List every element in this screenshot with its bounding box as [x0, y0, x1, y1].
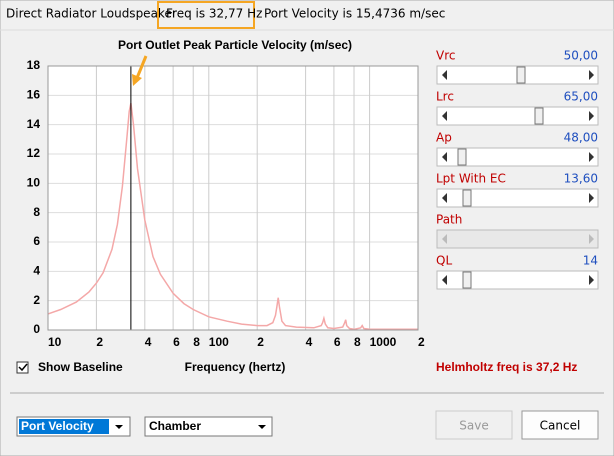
chart-title: Port Outlet Peak Particle Velocity (m/se… — [118, 38, 352, 52]
y-tick-label: 12 — [27, 146, 41, 160]
slider-track[interactable] — [436, 270, 599, 290]
dropdown-value: Chamber — [149, 419, 201, 433]
slider-arrow-right[interactable] — [589, 193, 594, 203]
save-label: Save — [459, 419, 488, 433]
slider-thumb[interactable] — [462, 189, 472, 207]
y-tick-label: 18 — [27, 58, 41, 72]
slider-value: 13,60 — [564, 172, 598, 186]
slider-arrow-right[interactable] — [589, 234, 594, 244]
slider-track[interactable] — [436, 229, 599, 249]
dropdown-arrow — [258, 425, 266, 429]
x-tick-label: 100 — [209, 335, 229, 349]
slider-thumb[interactable] — [516, 66, 526, 84]
y-tick-label: 8 — [33, 205, 40, 219]
dropdown-value: Port Velocity — [21, 419, 94, 433]
slider-arrow-left[interactable] — [442, 193, 447, 203]
check-mark — [18, 363, 28, 372]
slider-arrow-left[interactable] — [442, 70, 447, 80]
x-tick-label: 8 — [354, 335, 361, 349]
slider-label: Path — [436, 213, 462, 227]
dropdown-selection — [19, 419, 109, 434]
slider-thumb[interactable] — [457, 148, 467, 166]
arrow-head — [132, 74, 142, 86]
slider-arrow-left[interactable] — [442, 234, 447, 244]
y-tick-label: 0 — [33, 322, 40, 336]
plot-area — [47, 65, 419, 331]
slider-value: 65,00 — [564, 90, 598, 104]
slider-label: Vrc — [436, 49, 455, 63]
slider-track[interactable] — [436, 147, 599, 167]
slider-arrow-right[interactable] — [589, 70, 594, 80]
slider-arrow-right[interactable] — [589, 275, 594, 285]
slider-arrow-left[interactable] — [442, 275, 447, 285]
slider-track[interactable] — [436, 106, 599, 126]
slider-arrow-right[interactable] — [589, 111, 594, 121]
y-tick-label: 6 — [33, 234, 40, 248]
x-tick-label: 2 — [257, 335, 264, 349]
arrow — [135, 55, 148, 79]
slider-thumb[interactable] — [462, 271, 472, 289]
slider-arrow-left[interactable] — [442, 152, 447, 162]
dropdown-arrow — [115, 425, 123, 429]
slider-value: 14 — [583, 254, 598, 268]
slider-value: 50,00 — [564, 49, 598, 63]
slider-arrow-right[interactable] — [589, 152, 594, 162]
plot-frame — [47, 65, 419, 331]
x-tick-label: 1000 — [370, 335, 397, 349]
helmholtz-text: Helmholtz freq is 37,2 Hz — [436, 360, 577, 374]
slider-label: Ap — [436, 131, 452, 145]
slider-label: Lrc — [436, 90, 454, 104]
y-tick-label: 14 — [27, 117, 41, 131]
highlight-box — [157, 1, 255, 29]
slider-arrow-left[interactable] — [442, 111, 447, 121]
checkbox[interactable] — [16, 361, 29, 374]
slider-value: 48,00 — [564, 131, 598, 145]
freq-readout: Freq is 32,77 Hz — [166, 7, 262, 21]
save-button[interactable] — [435, 410, 513, 440]
velocity-readout: Port Velocity is 15,4736 m/sec — [264, 7, 445, 21]
dropdown[interactable] — [144, 416, 273, 437]
x-tick-label: 6 — [334, 335, 341, 349]
y-tick-label: 10 — [27, 176, 41, 190]
x-tick-label: 8 — [193, 335, 200, 349]
x-tick-label: 10 — [48, 335, 62, 349]
x-tick-label: 4 — [306, 335, 313, 349]
x-axis-label: Frequency (hertz) — [185, 360, 286, 374]
window-title: Direct Radiator Loudspeaker — [6, 7, 177, 21]
x-tick-label: 2 — [418, 335, 425, 349]
slider-track[interactable] — [436, 188, 599, 208]
y-tick-label: 4 — [33, 264, 40, 278]
slider-label: QL — [436, 254, 452, 268]
slider-thumb[interactable] — [534, 107, 544, 125]
y-tick-label: 16 — [27, 88, 41, 102]
x-tick-label: 6 — [173, 335, 180, 349]
x-tick-label: 2 — [96, 335, 103, 349]
cancel-button[interactable] — [521, 410, 599, 440]
y-tick-label: 2 — [33, 293, 40, 307]
slider-label: Lpt With EC — [436, 172, 506, 186]
series-line — [47, 102, 418, 331]
cancel-label: Cancel — [540, 419, 581, 433]
x-tick-label: 4 — [145, 335, 152, 349]
checkbox-label[interactable]: Show Baseline — [38, 360, 123, 374]
